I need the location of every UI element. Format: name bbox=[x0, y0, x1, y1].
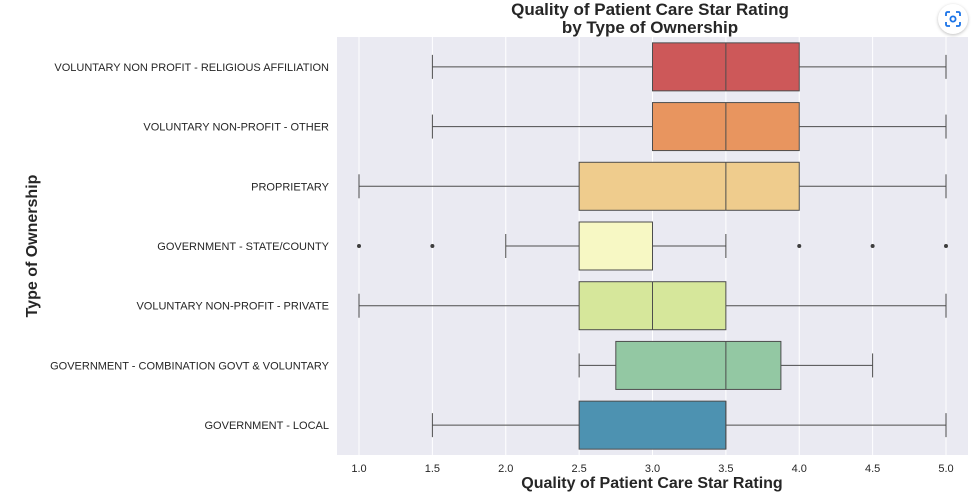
x-axis-title: Quality of Patient Care Star Rating bbox=[521, 475, 782, 492]
category-label: GOVERNMENT - STATE/COUNTY bbox=[157, 241, 329, 253]
outlier-point bbox=[797, 244, 802, 248]
outlier-point bbox=[430, 244, 435, 248]
x-tick-label: 2.0 bbox=[498, 463, 513, 475]
x-tick-label: 5.0 bbox=[938, 463, 953, 475]
box-group bbox=[431, 42, 947, 92]
chart-title-line-1: Quality of Patient Care Star Rating bbox=[511, 0, 789, 19]
box-group bbox=[357, 221, 948, 271]
x-tick-label: 2.5 bbox=[571, 463, 586, 475]
box-group bbox=[578, 340, 874, 390]
box-group bbox=[431, 102, 947, 152]
box-iqr bbox=[578, 221, 654, 271]
x-tick-label: 3.5 bbox=[718, 463, 733, 475]
y-category-labels: VOLUNTARY NON PROFIT - RELIGIOUS AFFILIA… bbox=[50, 62, 330, 432]
box-group bbox=[358, 281, 947, 331]
category-label: PROPRIETARY bbox=[251, 181, 329, 193]
category-label: VOLUNTARY NON PROFIT - RELIGIOUS AFFILIA… bbox=[54, 62, 329, 74]
outlier-point bbox=[870, 244, 875, 248]
outlier-point bbox=[943, 244, 948, 248]
y-axis-title: Type of Ownership bbox=[24, 174, 41, 317]
google-lens-button[interactable] bbox=[938, 4, 968, 34]
x-tick-label: 1.0 bbox=[351, 463, 366, 475]
category-label: VOLUNTARY NON-PROFIT - OTHER bbox=[143, 122, 329, 134]
box-iqr bbox=[578, 161, 800, 211]
category-label: GOVERNMENT - LOCAL bbox=[205, 420, 330, 432]
box-iqr bbox=[578, 400, 727, 450]
chart-title-line-2: by Type of Ownership bbox=[562, 18, 738, 37]
box-series bbox=[357, 42, 948, 450]
x-tick-label: 4.0 bbox=[792, 463, 807, 475]
google-lens-icon bbox=[945, 11, 961, 27]
box-group bbox=[358, 161, 947, 211]
category-label: VOLUNTARY NON-PROFIT - PRIVATE bbox=[136, 301, 329, 313]
x-tick-label: 1.5 bbox=[425, 463, 440, 475]
box-iqr bbox=[615, 340, 782, 390]
x-tick-label: 4.5 bbox=[865, 463, 880, 475]
x-tick-label: 3.0 bbox=[645, 463, 660, 475]
x-tick-labels: 1.0 1.5 2.0 2.5 3.0 3.5 4.0 4.5 5.0 bbox=[351, 463, 953, 475]
outlier-point bbox=[357, 244, 362, 248]
category-label: GOVERNMENT - COMBINATION GOVT & VOLUNTAR… bbox=[50, 360, 330, 372]
box-group bbox=[431, 400, 947, 450]
